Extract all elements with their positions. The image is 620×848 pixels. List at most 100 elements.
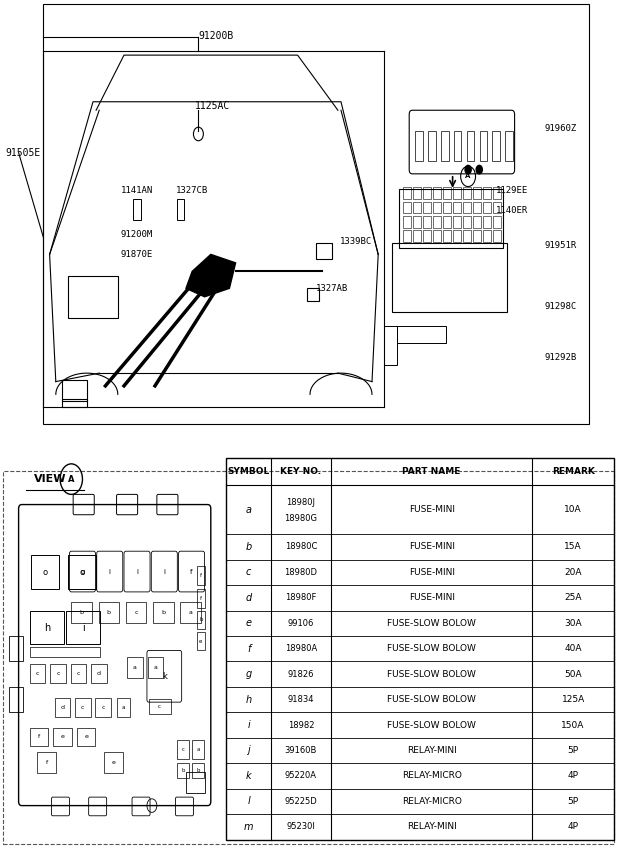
Text: c: c xyxy=(182,747,184,752)
Bar xyxy=(473,230,481,242)
Text: FUSE-SLOW BOLOW: FUSE-SLOW BOLOW xyxy=(388,619,476,628)
Text: a: a xyxy=(153,666,157,670)
Bar xyxy=(66,611,100,644)
Bar xyxy=(153,602,174,623)
Text: FUSE-SLOW BOLOW: FUSE-SLOW BOLOW xyxy=(388,670,476,678)
Text: k: k xyxy=(246,771,251,781)
Text: a: a xyxy=(188,611,193,615)
Bar xyxy=(53,728,72,746)
Text: RELAY-MINI: RELAY-MINI xyxy=(407,823,456,831)
Bar xyxy=(55,698,70,717)
Bar xyxy=(433,215,441,227)
Bar xyxy=(483,230,491,242)
Text: 18980D: 18980D xyxy=(285,568,317,577)
Text: e: e xyxy=(84,734,88,739)
Bar xyxy=(37,752,56,773)
Text: A: A xyxy=(68,475,74,483)
Text: 5P: 5P xyxy=(567,797,578,806)
Text: e: e xyxy=(246,618,252,628)
Bar xyxy=(480,131,487,161)
Bar xyxy=(149,699,170,714)
Text: 4P: 4P xyxy=(568,823,578,831)
Text: 18980G: 18980G xyxy=(285,514,317,523)
Bar xyxy=(453,215,461,227)
Bar xyxy=(68,276,118,318)
Text: 95225D: 95225D xyxy=(285,797,317,806)
Bar xyxy=(443,202,451,214)
Text: g: g xyxy=(246,669,252,679)
Text: 95220A: 95220A xyxy=(285,772,317,780)
Text: 91200B: 91200B xyxy=(198,31,234,41)
Text: o: o xyxy=(42,568,48,577)
Text: b: b xyxy=(196,768,200,773)
Text: h: h xyxy=(246,695,252,705)
Bar xyxy=(180,602,201,623)
Bar xyxy=(127,657,143,678)
Text: a: a xyxy=(122,705,125,710)
Bar xyxy=(443,230,451,242)
Text: 91505E: 91505E xyxy=(5,148,40,158)
Bar xyxy=(186,772,205,793)
Text: a: a xyxy=(196,747,200,752)
Text: b: b xyxy=(161,611,166,615)
Bar xyxy=(384,326,397,365)
Bar xyxy=(433,230,441,242)
Text: 1141AN: 1141AN xyxy=(121,187,153,195)
Text: 1339BC: 1339BC xyxy=(340,237,372,246)
Bar xyxy=(493,202,501,214)
Text: b: b xyxy=(246,542,252,552)
Bar xyxy=(483,215,491,227)
Text: A: A xyxy=(466,173,471,180)
Bar xyxy=(30,647,100,657)
Text: f: f xyxy=(200,596,202,601)
Text: e: e xyxy=(61,734,64,739)
Bar xyxy=(413,187,421,199)
Text: o: o xyxy=(79,568,85,577)
Bar xyxy=(428,131,436,161)
Bar xyxy=(443,187,451,199)
Text: 1125AC: 1125AC xyxy=(195,101,231,111)
Bar xyxy=(463,215,471,227)
Text: 1327CB: 1327CB xyxy=(175,187,208,195)
Bar xyxy=(197,632,205,650)
Text: f: f xyxy=(200,573,202,578)
Bar xyxy=(413,202,421,214)
Bar xyxy=(467,131,474,161)
Bar xyxy=(483,202,491,214)
Bar xyxy=(413,230,421,242)
Text: c: c xyxy=(246,567,251,577)
Bar xyxy=(316,243,332,259)
Bar xyxy=(473,202,481,214)
Text: 30A: 30A xyxy=(564,619,582,628)
Text: 91960Z: 91960Z xyxy=(544,125,577,133)
Text: VIEW: VIEW xyxy=(34,474,66,484)
Bar xyxy=(62,399,87,407)
Bar xyxy=(433,202,441,214)
Bar xyxy=(117,698,130,717)
Bar xyxy=(441,131,448,161)
Bar xyxy=(192,740,204,759)
Text: c: c xyxy=(81,705,84,710)
Bar xyxy=(9,636,23,661)
Text: 91200M: 91200M xyxy=(121,230,153,238)
Text: i: i xyxy=(108,568,111,575)
Bar xyxy=(197,589,205,608)
Bar xyxy=(403,202,411,214)
Text: 91826: 91826 xyxy=(288,670,314,678)
Text: SYMBOL: SYMBOL xyxy=(228,467,270,476)
Text: 18980A: 18980A xyxy=(285,644,317,653)
Bar xyxy=(71,664,86,683)
Bar xyxy=(453,202,461,214)
Text: FUSE-MINI: FUSE-MINI xyxy=(409,505,454,514)
Bar xyxy=(473,187,481,199)
Text: FUSE-SLOW BOLOW: FUSE-SLOW BOLOW xyxy=(388,721,476,729)
Bar xyxy=(505,131,513,161)
Bar xyxy=(397,326,446,343)
Text: i: i xyxy=(82,622,85,633)
Bar xyxy=(75,698,91,717)
Text: KEY NO.: KEY NO. xyxy=(280,467,321,476)
Text: 91298C: 91298C xyxy=(544,303,577,311)
Text: PART NAME: PART NAME xyxy=(402,467,461,476)
Bar xyxy=(30,664,45,683)
Text: RELAY-MICRO: RELAY-MICRO xyxy=(402,797,462,806)
